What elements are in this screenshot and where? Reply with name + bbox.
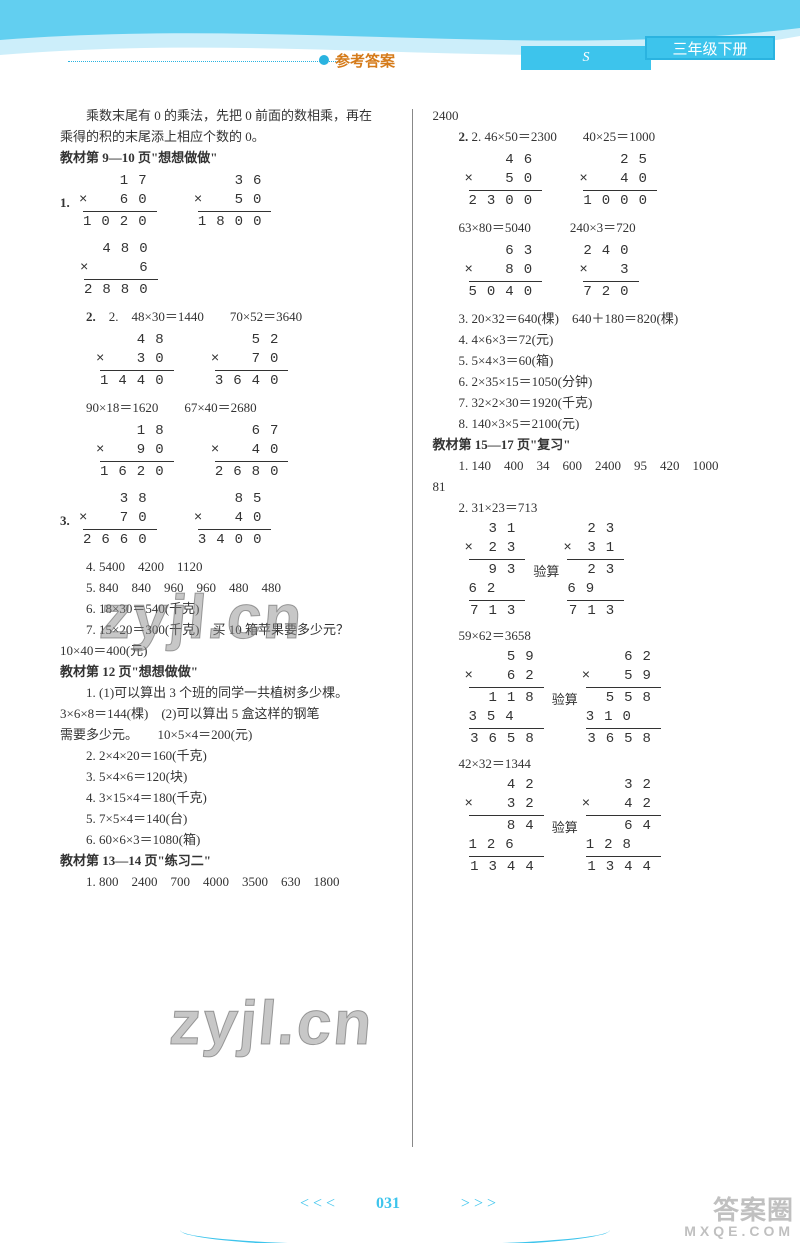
check-label-1: 验算 (533, 561, 559, 582)
intro-line-2: 乘得的积的末尾添上相应个数的 0。 (60, 126, 394, 147)
s4-line-1b: 81 (433, 476, 767, 497)
problem-2-head: 2. 2. 48×30＝1440 70×52＝3640 (60, 306, 394, 327)
r6: 6. 2×35×15＝1050(分钟) (433, 371, 767, 392)
content-columns: 乘数末尾有 0 的乘法，先把 0 前面的数相乘，再在 乘得的积的末尾添上相应个数… (0, 105, 800, 1175)
problem-4: 4. 5400 4200 1120 (60, 556, 394, 577)
calc-31x23: 31 23 93 62 713 (469, 520, 526, 621)
problem-2-calcs-b: 18 90 1620 67 40 2680 (60, 420, 394, 486)
pair-59x62: 59 62 118 354 3658 验算 62 59 558 310 3658 (433, 646, 767, 753)
problem-5: 5. 840 840 960 960 480 480 (60, 577, 394, 598)
s2-line-5: 5. 7×5×4＝140(台) (60, 808, 394, 829)
pair-31x23: 31 23 93 62 713 验算 23 31 23 69 713 (433, 518, 767, 625)
r4: 4. 4×6×3＝72(元) (433, 329, 767, 350)
s2-line-1b: 3×6×8＝144(棵) (2)可以算出 5 盒这样的钢笔 (60, 703, 394, 724)
s2-line-1c: 需要多少元。 10×5×4＝200(元) (60, 724, 394, 745)
page-header: 参考答案 S 三年级下册 (0, 0, 800, 95)
label-3: 3. (60, 510, 70, 531)
calc-32x42: 32 42 64 128 1344 (586, 776, 661, 877)
page-footer: <<< 031 >>> (0, 1183, 800, 1243)
problem-7: 7. 15×20＝300(千克) 买 10 箱苹果要多少元？ (60, 619, 394, 640)
calc-67x40: 67 40 2680 (215, 422, 289, 482)
page: 参考答案 S 三年级下册 乘数末尾有 0 的乘法，先把 0 前面的数相乘，再在 … (0, 0, 800, 1243)
calc-25x40: 25 40 1000 (583, 151, 657, 211)
s4-2-head: 2. 31×23＝713 (433, 497, 767, 518)
r7: 7. 32×2×30＝1920(千克) (433, 392, 767, 413)
footer-chevrons-left: <<< (300, 1195, 339, 1213)
s2-line-6: 6. 60×6×3＝1080(箱) (60, 829, 394, 850)
calc-42x32: 42 32 84 126 1344 (469, 776, 544, 877)
pair-42x32: 42 32 84 126 1344 验算 32 42 64 128 1344 (433, 774, 767, 881)
calc-62x59: 62 59 558 310 3658 (586, 648, 661, 749)
calc-59x62: 59 62 118 354 3658 (469, 648, 544, 749)
calc-46x50: 46 50 2300 (469, 151, 543, 211)
problem-6: 6. 18×30＝540(千克) (60, 598, 394, 619)
problem-1: 1. 17 60 1020 36 50 1800 (60, 170, 394, 236)
s4-line-1: 1. 140 400 34 600 2400 95 420 1000 (433, 455, 767, 476)
problem-7b: 10×40＝400(元) (60, 640, 394, 661)
problem-3: 3. 38 70 2660 85 40 3400 (60, 488, 394, 554)
section-title-3: 教材第 13—14 页"练习二" (60, 850, 394, 871)
s2-line-3: 3. 5×4×6＝120(块) (60, 766, 394, 787)
r8: 8. 140×3×5＝2100(元) (433, 413, 767, 434)
s2-line-1a: 1. (1)可以算出 3 个班的同学一共植树多少棵。 (60, 682, 394, 703)
problem-1c: 480 6 2880 (60, 238, 394, 304)
calc-63x80: 63 80 5040 (469, 242, 543, 302)
r5: 5. 5×4×3＝60(箱) (433, 350, 767, 371)
footer-chevrons-right: >>> (461, 1195, 500, 1213)
r2-head: 2. 2. 46×50＝2300 40×25＝1000 (433, 126, 767, 147)
s4-42-head: 42×32＝1344 (433, 753, 767, 774)
problem-2-calcs-a: 48 30 1440 52 70 3640 (60, 329, 394, 395)
calc-18x90: 18 90 1620 (100, 422, 174, 482)
calc-17x60: 17 60 1020 (83, 172, 157, 232)
r2-calcs-b: 63 80 5040 240 3 720 (433, 240, 767, 306)
header-dotted-line (68, 61, 340, 62)
calc-36x50: 36 50 1800 (198, 172, 272, 232)
calc-38x70: 38 70 2660 (83, 490, 157, 550)
r2-line2: 63×80＝5040 240×3＝720 (433, 217, 767, 238)
header-grade-badge: 三年级下册 (645, 36, 775, 60)
r-2400: 2400 (433, 105, 767, 126)
header-s-badge: S (521, 46, 651, 70)
s3-line-1: 1. 800 2400 700 4000 3500 630 1800 (60, 871, 394, 892)
section-title-2: 教材第 12 页"想想做做" (60, 661, 394, 682)
calc-240x3: 240 3 720 (583, 242, 638, 302)
calc-85x40: 85 40 3400 (198, 490, 272, 550)
s4-59-head: 59×62＝3658 (433, 625, 767, 646)
footer-page-number: 031 (376, 1195, 400, 1213)
footer-arc (180, 1213, 610, 1243)
r3: 3. 20×32＝640(棵) 640＋180＝820(棵) (433, 308, 767, 329)
problem-2-line2: 90×18＝1620 67×40＝2680 (60, 397, 394, 418)
check-label-2: 验算 (552, 689, 578, 710)
right-column: 2400 2. 2. 46×50＝2300 40×25＝1000 46 50 2… (413, 105, 800, 1175)
check-label-3: 验算 (552, 817, 578, 838)
s2-line-4: 4. 3×15×4＝180(千克) (60, 787, 394, 808)
calc-52x70: 52 70 3640 (215, 331, 289, 391)
calc-480x6: 480 6 2880 (84, 240, 158, 300)
left-column: 乘数末尾有 0 的乘法，先把 0 前面的数相乘，再在 乘得的积的末尾添上相应个数… (0, 105, 412, 1175)
header-title: 参考答案 (335, 50, 395, 71)
s2-line-2: 2. 2×4×20＝160(千克) (60, 745, 394, 766)
intro-line-1: 乘数末尾有 0 的乘法，先把 0 前面的数相乘，再在 (60, 105, 394, 126)
calc-23x31: 23 31 23 69 713 (567, 520, 624, 621)
section-title-1: 教材第 9—10 页"想想做做" (60, 147, 394, 168)
calc-48x30: 48 30 1440 (100, 331, 174, 391)
label-1: 1. (60, 192, 70, 213)
r2-calcs-a: 46 50 2300 25 40 1000 (433, 149, 767, 215)
header-dot (319, 55, 329, 65)
section-title-4: 教材第 15—17 页"复习" (433, 434, 767, 455)
